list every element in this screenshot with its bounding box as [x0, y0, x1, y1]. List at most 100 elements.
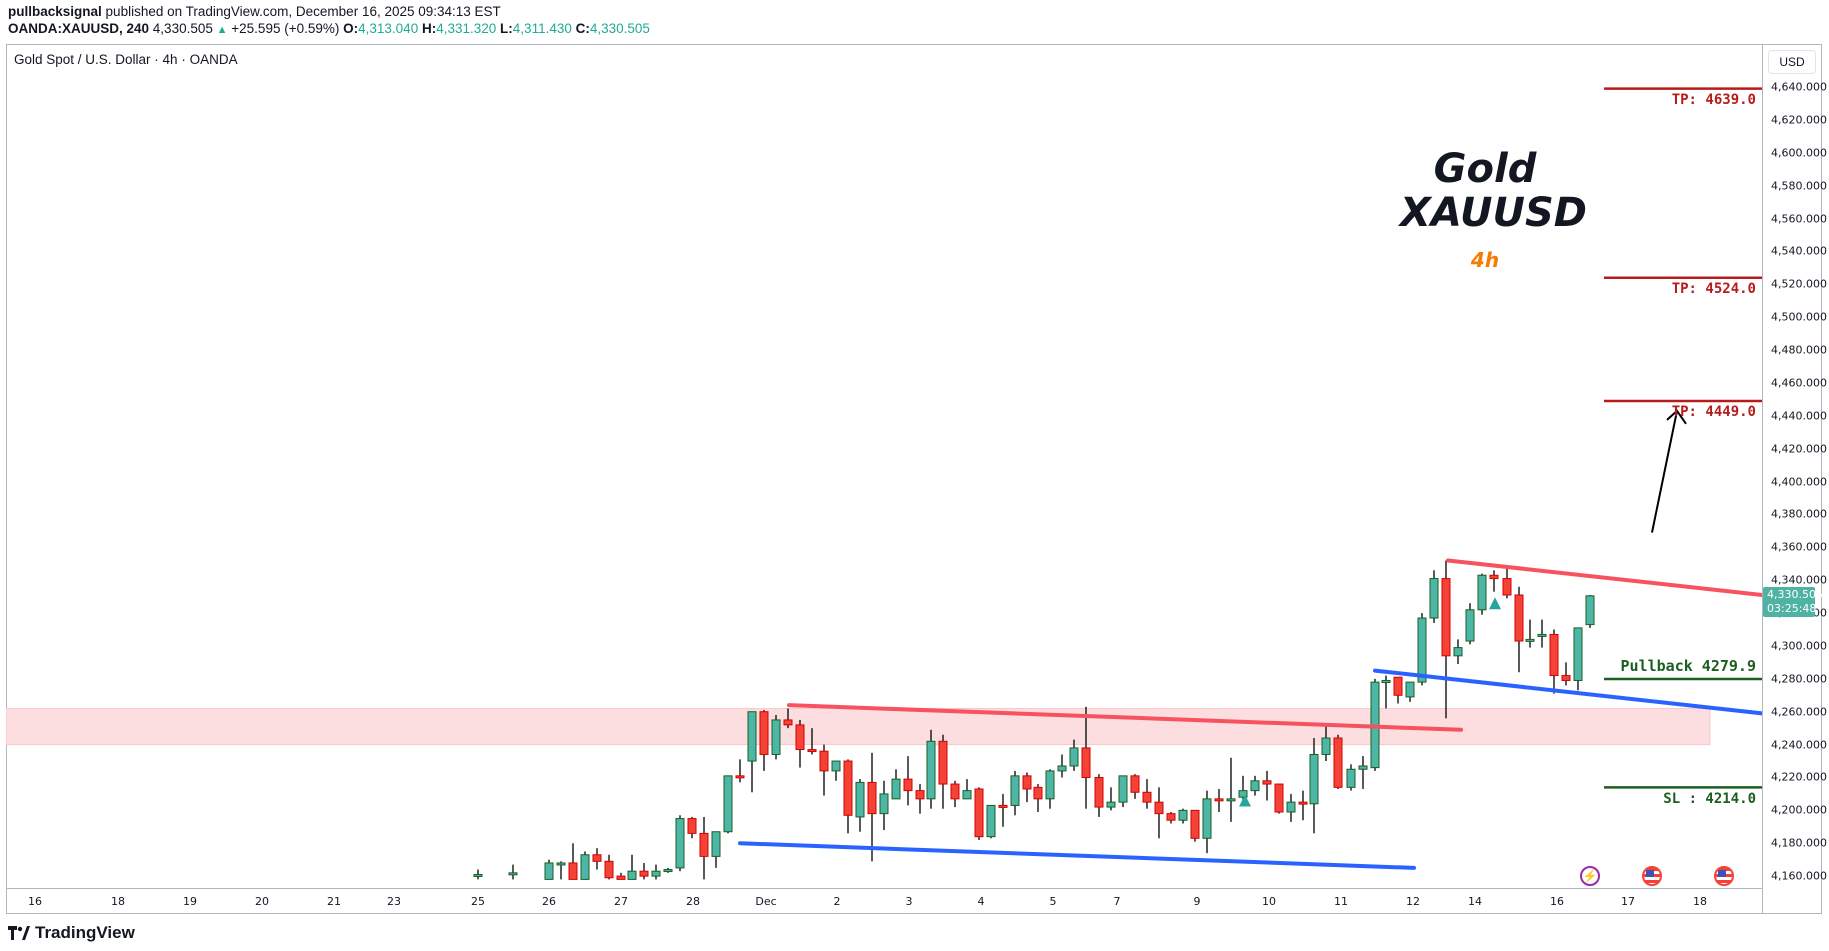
time-tick: 14	[1468, 895, 1482, 908]
candle	[819, 750, 829, 772]
open-value: 4,313.040	[358, 21, 419, 36]
time-tick: 7	[1113, 895, 1121, 908]
candle	[795, 724, 805, 751]
candle	[783, 719, 793, 726]
target-arrow	[1651, 410, 1678, 533]
candle	[544, 862, 554, 880]
time-axis[interactable]: 16 18 19 20 21 23 25 26 27 28 Dec 2 3 4 5 7 9 10 11 12 14 16 1…	[6, 888, 1763, 915]
candle	[1226, 798, 1236, 802]
candle	[1274, 783, 1284, 813]
candle	[1585, 595, 1595, 626]
symbol-ohlc-bar: OANDA:XAUUSD, 240 4,330.505 ▲ +25.595 (+…	[8, 21, 650, 36]
candle	[1178, 809, 1188, 821]
us-flag-event-icon[interactable]	[1714, 866, 1734, 886]
low-value: 4,311.430	[512, 21, 572, 36]
overlay-timeframe: 4h	[1470, 248, 1500, 272]
candle	[1190, 809, 1200, 839]
price-tick: 4,200.000	[1771, 803, 1827, 817]
candle	[723, 775, 733, 833]
candle	[1081, 747, 1091, 778]
time-tick: 3	[905, 895, 913, 908]
candle	[998, 804, 1008, 808]
candle	[1286, 801, 1296, 813]
price-tick: 4,560.000	[1771, 212, 1827, 226]
candle	[568, 862, 578, 880]
price-tick: 4,600.000	[1771, 146, 1827, 160]
candle	[974, 788, 984, 838]
candle	[903, 778, 913, 792]
candle	[1514, 594, 1524, 642]
price-tick: 4,400.000	[1771, 475, 1827, 489]
author-name[interactable]: pullbacksignal	[8, 4, 102, 19]
bar-countdown: 03:25:48	[1767, 602, 1817, 615]
candle	[1057, 765, 1067, 772]
price-tick: 4,160.000	[1771, 869, 1827, 883]
candle	[1477, 574, 1487, 611]
time-tick: 23	[387, 895, 401, 908]
candle	[1106, 801, 1116, 808]
price-tick: 4,260.000	[1771, 705, 1827, 719]
candle	[1045, 770, 1055, 800]
open-label: O:	[343, 21, 359, 36]
price-tick: 4,420.000	[1771, 442, 1827, 456]
candle	[867, 781, 877, 815]
candle	[1465, 609, 1475, 642]
time-tick: 18	[1693, 895, 1707, 908]
chart-frame	[6, 44, 1822, 914]
candle	[1358, 765, 1368, 770]
candle	[651, 870, 661, 877]
last-value: 4,330.505	[152, 21, 213, 36]
candle	[1214, 798, 1224, 802]
candle	[1118, 775, 1128, 803]
price-tick: 4,300.000	[1771, 639, 1827, 653]
signal-triangle-icon	[1239, 794, 1251, 807]
candle	[950, 783, 960, 800]
price-tick: 4,180.000	[1771, 836, 1827, 850]
currency-button[interactable]: USD	[1768, 50, 1816, 74]
time-tick: 4	[977, 895, 985, 908]
candle	[675, 818, 685, 869]
published-text: published on TradingView.com, December 1…	[105, 4, 501, 19]
candle	[627, 870, 637, 880]
candle	[986, 804, 996, 838]
candle	[843, 760, 853, 816]
us-flag-event-icon[interactable]	[1642, 866, 1662, 886]
candle	[1069, 747, 1079, 767]
candle	[1166, 813, 1176, 821]
price-axis[interactable]: 4,160.000 4,180.000 4,200.000 4,220.000 4,24…	[1762, 44, 1827, 914]
candle	[1262, 780, 1272, 785]
time-tick: 9	[1193, 895, 1201, 908]
time-tick: Dec	[755, 895, 777, 908]
candle	[1502, 578, 1512, 596]
candle	[1489, 574, 1499, 580]
candle	[1429, 578, 1439, 619]
candle	[663, 869, 673, 873]
time-tick: 16	[28, 895, 42, 908]
candlestick-chart	[6, 87, 1763, 880]
candle	[1094, 776, 1104, 808]
candle	[771, 719, 781, 755]
publish-info: pullbacksignal published on TradingView.…	[8, 4, 501, 19]
candle	[1525, 638, 1535, 642]
candle	[556, 862, 566, 866]
candle	[592, 854, 602, 862]
level-label-tp: TP: 4524.0	[1671, 280, 1756, 297]
candle	[1537, 633, 1547, 637]
supply-demand-zone	[6, 707, 1711, 746]
lightning-event-icon[interactable]: ⚡	[1580, 866, 1600, 886]
tradingview-logo[interactable]: TradingView	[8, 923, 135, 943]
chart-plot-area[interactable]	[6, 44, 1763, 889]
candle	[1549, 633, 1559, 677]
time-tick: 28	[686, 895, 700, 908]
tradingview-logo-text: TradingView	[35, 923, 135, 942]
price-tick: 4,540.000	[1771, 244, 1827, 258]
high-value: 4,331.320	[436, 21, 497, 36]
trendline-resistance-1	[787, 703, 1463, 732]
candle	[699, 832, 709, 857]
tradingview-logo-icon	[8, 926, 30, 940]
last-price-label: 4,330.505 03:25:48	[1763, 587, 1823, 617]
price-tick: 4,520.000	[1771, 277, 1827, 291]
candle	[1573, 627, 1583, 681]
candle	[1250, 780, 1260, 792]
trendline-support-2	[1373, 668, 1763, 716]
